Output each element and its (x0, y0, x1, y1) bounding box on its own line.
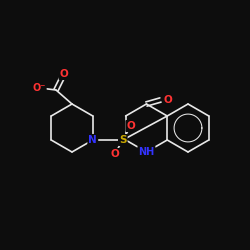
Text: O: O (110, 149, 119, 159)
Text: O: O (60, 69, 68, 79)
Text: NH: NH (138, 147, 154, 157)
Text: S: S (119, 135, 126, 145)
Text: N: N (88, 135, 97, 145)
Text: O⁻: O⁻ (32, 83, 46, 93)
Text: O: O (163, 95, 172, 105)
Text: O: O (126, 121, 135, 131)
